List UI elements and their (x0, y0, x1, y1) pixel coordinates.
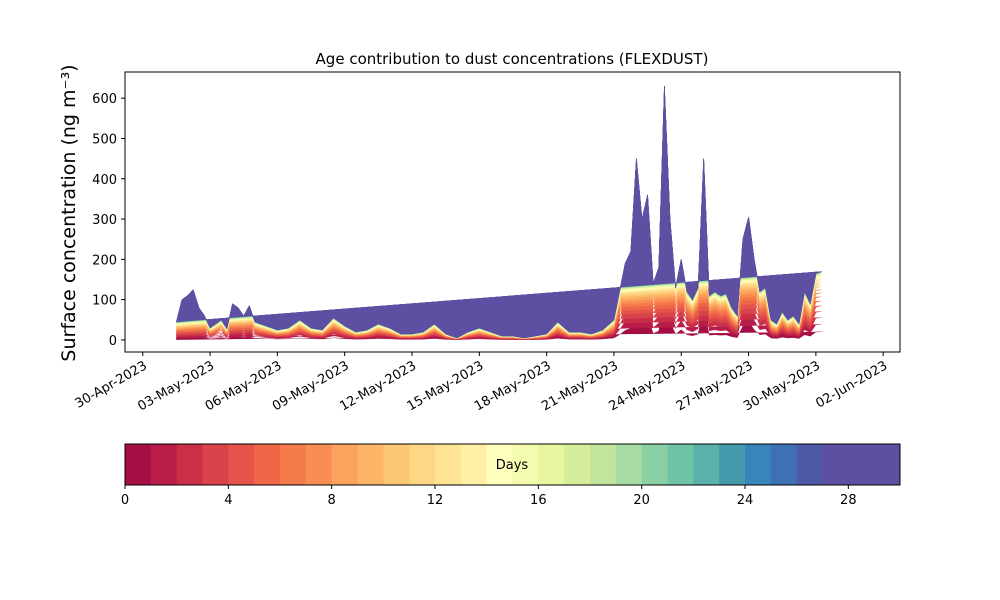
colorbar-cell (512, 444, 539, 485)
y-tick-label: 500 (92, 132, 117, 147)
colorbar-cell (848, 444, 875, 485)
colorbar-cell (564, 444, 591, 485)
y-tick-label: 0 (109, 334, 117, 349)
colorbar-cell (667, 444, 694, 485)
colorbar-cell (150, 444, 178, 485)
chart-title: Age contribution to dust concentrations … (316, 50, 709, 68)
colorbar-cell (254, 444, 281, 485)
y-tick-label: 600 (92, 92, 117, 107)
colorbar-tick-label: 0 (121, 493, 129, 508)
colorbar-tick-label: 8 (328, 493, 336, 508)
colorbar-frame (124, 443, 901, 486)
colorbar-cell (486, 444, 513, 485)
y-tick-label: 300 (92, 213, 117, 228)
colorbar-cell (331, 444, 358, 485)
y-tick-label: 200 (92, 253, 117, 268)
stacked-areas (176, 86, 822, 340)
colorbar-cell (641, 444, 668, 485)
colorbar-label: Days (496, 458, 529, 473)
colorbar-cell (280, 444, 307, 485)
colorbar-cell (822, 444, 849, 485)
colorbar-cell (770, 444, 798, 485)
colorbar-tick-label: 24 (737, 493, 754, 508)
colorbar: Days 0 4 8 12 16 20 24 28 (121, 443, 901, 508)
colorbar-cell (538, 444, 565, 485)
colorbar-cell (435, 444, 462, 485)
y-axis: 0 100 200 300 400 500 600 (92, 92, 125, 349)
colorbar-tick-label: 16 (530, 493, 547, 508)
colorbar-cell (719, 444, 746, 485)
colorbar-cell (176, 444, 203, 485)
colorbar-cell (460, 444, 488, 485)
x-axis: 30-Apr-202303-May-202306-May-202309-May-… (73, 352, 890, 414)
colorbar-cell (357, 444, 384, 485)
colorbar-cell (796, 444, 823, 485)
plot-area: 0 100 200 300 400 500 600 30-Apr-202303-May-20… (73, 71, 901, 414)
colorbar-cell (228, 444, 255, 485)
colorbar-tick-label: 12 (427, 493, 444, 508)
x-tick-label: 02-Jun-2023 (813, 358, 890, 411)
colorbar-cell (383, 444, 410, 485)
colorbar-cell (745, 444, 772, 485)
y-axis-label: Surface concentration (ng m⁻³) (58, 64, 80, 361)
colorbar-cell (125, 444, 152, 485)
colorbar-tick-label: 4 (224, 493, 232, 508)
x-tick-label: 30-May-2023 (741, 358, 823, 414)
colorbar-cell (693, 444, 720, 485)
colorbar-cell (305, 444, 333, 485)
y-tick-label: 400 (92, 173, 117, 188)
y-tick-label: 100 (92, 294, 117, 309)
colorbar-cell (615, 444, 643, 485)
area-layer-29-30 (176, 86, 822, 339)
colorbar-cell (590, 444, 617, 485)
colorbar-cell (409, 444, 436, 485)
axes-frame (124, 71, 901, 353)
colorbar-cell (202, 444, 229, 485)
colorbar-tick-label: 28 (840, 493, 857, 508)
colorbar-tick-label: 20 (633, 493, 650, 508)
colorbar-cell (874, 444, 901, 485)
colorbar-ticks: 0 4 8 12 16 20 24 28 (121, 485, 857, 508)
